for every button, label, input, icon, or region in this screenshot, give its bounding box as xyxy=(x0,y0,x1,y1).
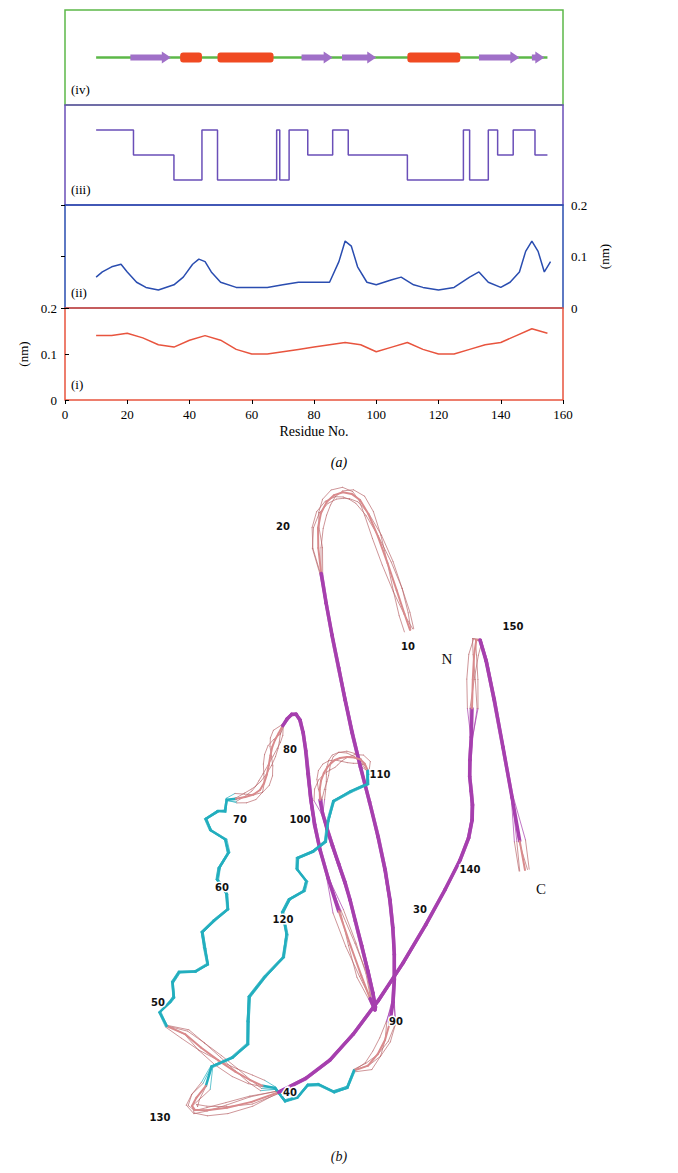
svg-text:(ii): (ii) xyxy=(71,285,87,300)
svg-text:0.2: 0.2 xyxy=(571,198,587,213)
svg-text:60: 60 xyxy=(215,882,229,893)
svg-text:0: 0 xyxy=(571,301,578,316)
svg-text:(a): (a) xyxy=(331,455,348,471)
svg-text:0: 0 xyxy=(62,407,69,422)
svg-text:130: 130 xyxy=(150,1112,171,1123)
svg-text:60: 60 xyxy=(245,407,258,422)
svg-text:150: 150 xyxy=(503,621,524,632)
svg-text:160: 160 xyxy=(553,407,573,422)
svg-text:(i): (i) xyxy=(71,377,83,392)
svg-text:0.1: 0.1 xyxy=(571,249,587,264)
svg-text:40: 40 xyxy=(283,1087,297,1098)
svg-text:10: 10 xyxy=(401,641,415,652)
svg-text:80: 80 xyxy=(308,407,321,422)
svg-text:20: 20 xyxy=(121,407,134,422)
svg-text:0.1: 0.1 xyxy=(41,347,57,362)
svg-text:100: 100 xyxy=(367,407,387,422)
svg-text:(b): (b) xyxy=(331,1149,348,1165)
svg-text:C: C xyxy=(536,881,546,897)
svg-text:80: 80 xyxy=(283,744,297,755)
svg-text:(nm): (nm) xyxy=(16,341,31,366)
svg-text:140: 140 xyxy=(460,864,481,875)
svg-text:90: 90 xyxy=(389,1016,403,1027)
svg-text:120: 120 xyxy=(429,407,449,422)
svg-text:30: 30 xyxy=(413,904,427,915)
svg-text:100: 100 xyxy=(290,814,311,825)
svg-text:(iii): (iii) xyxy=(71,182,91,197)
svg-text:40: 40 xyxy=(183,407,196,422)
svg-text:0: 0 xyxy=(51,393,58,408)
svg-text:50: 50 xyxy=(151,997,165,1008)
svg-text:N: N xyxy=(442,651,453,667)
svg-text:Residue No.: Residue No. xyxy=(279,424,348,439)
svg-text:140: 140 xyxy=(491,407,511,422)
svg-text:110: 110 xyxy=(370,769,391,780)
svg-text:0.2: 0.2 xyxy=(41,301,57,316)
svg-text:20: 20 xyxy=(276,521,290,532)
svg-text:120: 120 xyxy=(273,914,294,925)
svg-text:(iv): (iv) xyxy=(71,82,90,97)
svg-text:70: 70 xyxy=(233,814,247,825)
svg-text:(nm): (nm) xyxy=(597,244,612,269)
